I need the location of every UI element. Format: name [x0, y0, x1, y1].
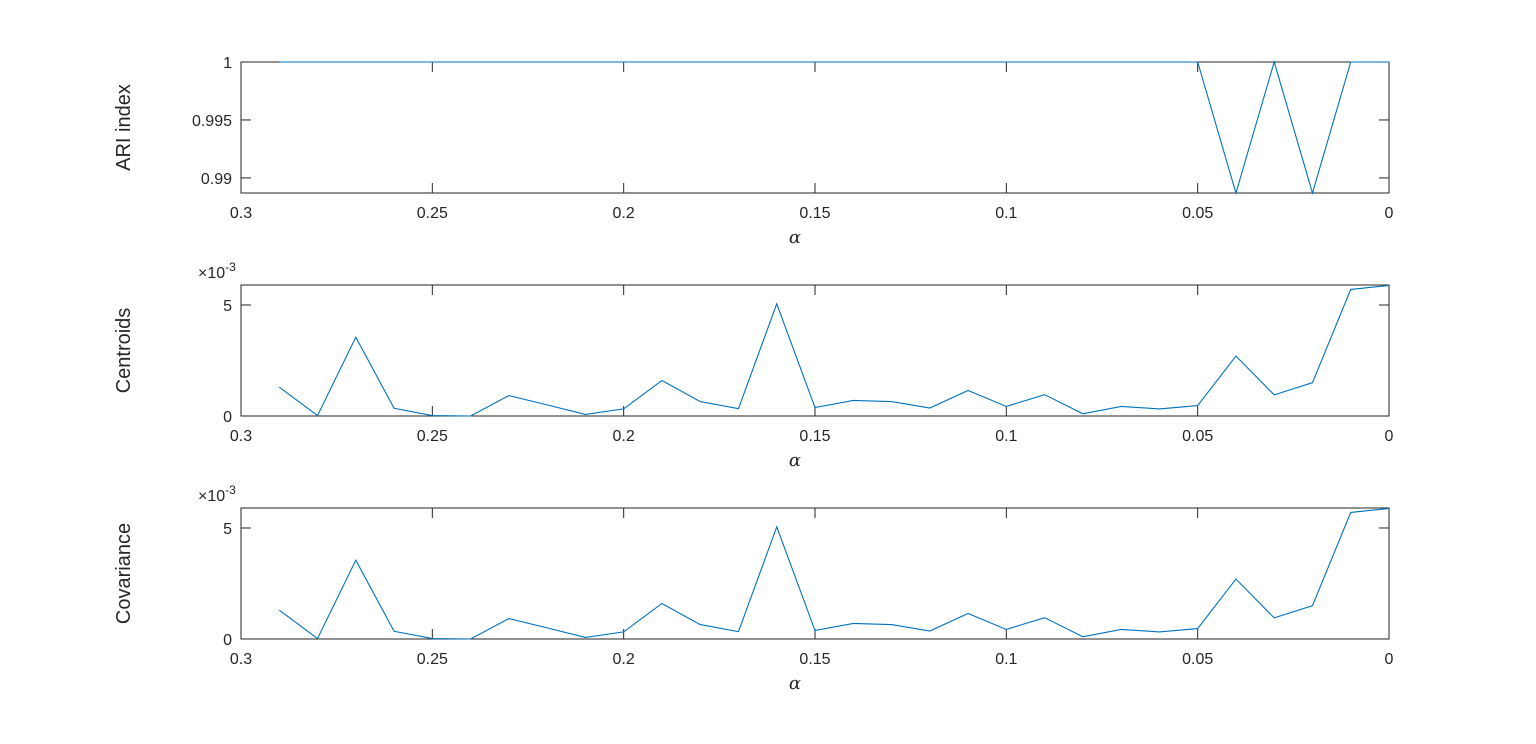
x-tick-label: 0.3 [230, 205, 252, 222]
y-exponent-label: ×10-3 [198, 483, 236, 505]
y-exponent-base: ×10 [198, 265, 225, 282]
x-axis-title: α [789, 450, 801, 471]
x-tick-label: 0.15 [799, 205, 830, 222]
y-tick-label: 5 [223, 521, 232, 538]
y-tick-label: 5 [223, 298, 232, 315]
x-axis-title: α [789, 673, 801, 694]
series-line [279, 60, 1389, 195]
x-tick-label: 0.25 [417, 205, 448, 222]
y-exponent-power: -3 [225, 260, 236, 274]
chart-panel-covariance: 0.3 0.25 0.2 0.15 0.1 0.05 0 0 5 Covariance α ×10-3 [113, 483, 1394, 694]
x-tick-label: 0.15 [799, 428, 830, 445]
y-axis-title: ARI index [113, 84, 135, 171]
x-tick-label: 0.1 [995, 651, 1017, 668]
x-tick-label: 0.25 [417, 651, 448, 668]
x-tick-label: 0.2 [613, 651, 635, 668]
x-tick-label: 0.2 [613, 205, 635, 222]
y-axis-title: Covariance [113, 523, 135, 624]
x-tick-label: 0.05 [1182, 428, 1213, 445]
y-exponent-power: -3 [225, 483, 236, 497]
chart-panel-ari: 0.3 0.25 0.2 0.15 0.1 0.05 0 0.99 0.995 1 ARI inde… [113, 55, 1394, 248]
x-tick-label: 0.15 [799, 651, 830, 668]
series-line [278, 507, 1390, 640]
y-axis-title: Centroids [113, 308, 135, 394]
x-tick-label: 0.1 [995, 428, 1017, 445]
x-tick-label: 0.1 [995, 205, 1017, 222]
x-tick-label: 0.05 [1182, 205, 1213, 222]
x-tick-label: 0 [1385, 205, 1394, 222]
x-axis-title: α [789, 227, 801, 248]
y-tick-label: 0 [223, 632, 232, 649]
y-tick-label: 1 [223, 55, 232, 72]
y-tick-label: 0.995 [192, 113, 232, 130]
x-tick-label: 0.05 [1182, 651, 1213, 668]
x-tick-label: 0.3 [230, 651, 252, 668]
x-tick-label: 0.2 [613, 428, 635, 445]
chart-panel-centroids: 0.3 0.25 0.2 0.15 0.1 0.05 0 0 5 Centroids α ×10-3 [113, 260, 1394, 471]
x-tick-label: 0.25 [417, 428, 448, 445]
y-tick-label: 0 [223, 409, 232, 426]
y-exponent-base: ×10 [198, 488, 225, 505]
series-line [278, 284, 1390, 417]
y-tick-label: 0.99 [201, 171, 232, 188]
x-tick-label: 0 [1385, 428, 1394, 445]
x-tick-label: 0 [1385, 651, 1394, 668]
y-exponent-label: ×10-3 [198, 260, 236, 282]
x-tick-label: 0.3 [230, 428, 252, 445]
